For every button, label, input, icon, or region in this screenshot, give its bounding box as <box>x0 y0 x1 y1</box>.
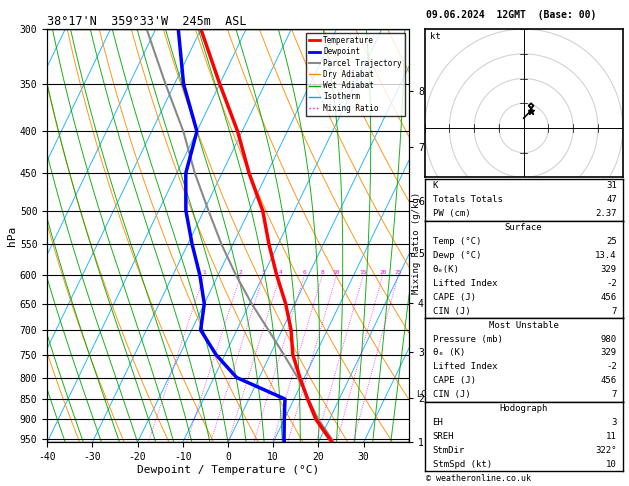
Text: 7: 7 <box>611 307 617 316</box>
Text: 31: 31 <box>606 181 617 191</box>
Text: 3: 3 <box>262 270 265 276</box>
Text: Lifted Index: Lifted Index <box>433 363 497 371</box>
Text: 11: 11 <box>606 432 617 441</box>
Text: 329: 329 <box>601 265 617 274</box>
Text: LCL: LCL <box>416 390 431 399</box>
Text: CAPE (J): CAPE (J) <box>433 376 476 385</box>
Text: Hodograph: Hodograph <box>499 404 548 413</box>
Text: Pressure (mb): Pressure (mb) <box>433 334 503 344</box>
Text: Lifted Index: Lifted Index <box>433 279 497 288</box>
Text: CIN (J): CIN (J) <box>433 307 470 316</box>
Text: 20: 20 <box>379 270 386 276</box>
Text: PW (cm): PW (cm) <box>433 209 470 218</box>
Text: 2.37: 2.37 <box>595 209 617 218</box>
Text: 980: 980 <box>601 334 617 344</box>
Text: StmSpd (kt): StmSpd (kt) <box>433 460 492 469</box>
Text: © weatheronline.co.uk: © weatheronline.co.uk <box>426 474 532 483</box>
Text: 25: 25 <box>394 270 402 276</box>
Text: -2: -2 <box>606 279 617 288</box>
Text: SREH: SREH <box>433 432 454 441</box>
Text: CIN (J): CIN (J) <box>433 390 470 399</box>
Text: -2: -2 <box>606 363 617 371</box>
Legend: Temperature, Dewpoint, Parcel Trajectory, Dry Adiabat, Wet Adiabat, Isotherm, Mi: Temperature, Dewpoint, Parcel Trajectory… <box>306 33 405 116</box>
Text: 322°: 322° <box>595 446 617 455</box>
Text: 6: 6 <box>303 270 306 276</box>
Text: Dewp (°C): Dewp (°C) <box>433 251 481 260</box>
Text: 456: 456 <box>601 376 617 385</box>
Text: 47: 47 <box>606 195 617 204</box>
Text: θₑ (K): θₑ (K) <box>433 348 465 358</box>
Text: CAPE (J): CAPE (J) <box>433 293 476 302</box>
Text: 10: 10 <box>606 460 617 469</box>
Text: Temp (°C): Temp (°C) <box>433 237 481 246</box>
Text: Totals Totals: Totals Totals <box>433 195 503 204</box>
Text: Surface: Surface <box>505 223 542 232</box>
Text: EH: EH <box>433 418 443 427</box>
Text: Mixing Ratio (g/kg): Mixing Ratio (g/kg) <box>412 192 421 294</box>
Text: 2: 2 <box>239 270 243 276</box>
Text: 09.06.2024  12GMT  (Base: 00): 09.06.2024 12GMT (Base: 00) <box>426 11 597 20</box>
Text: 8: 8 <box>320 270 324 276</box>
Text: Most Unstable: Most Unstable <box>489 321 559 330</box>
Text: 13.4: 13.4 <box>595 251 617 260</box>
Text: kt: kt <box>430 32 440 41</box>
Y-axis label: km
ASL: km ASL <box>440 236 457 257</box>
Text: 329: 329 <box>601 348 617 358</box>
X-axis label: Dewpoint / Temperature (°C): Dewpoint / Temperature (°C) <box>137 465 319 475</box>
Text: 7: 7 <box>611 390 617 399</box>
Text: 10: 10 <box>333 270 340 276</box>
Text: 456: 456 <box>601 293 617 302</box>
Text: 15: 15 <box>359 270 367 276</box>
Text: 1: 1 <box>203 270 206 276</box>
Text: 25: 25 <box>606 237 617 246</box>
Text: StmDir: StmDir <box>433 446 465 455</box>
Text: 3: 3 <box>611 418 617 427</box>
Text: K: K <box>433 181 438 191</box>
Y-axis label: hPa: hPa <box>7 226 17 246</box>
Text: θₑ(K): θₑ(K) <box>433 265 459 274</box>
Text: 38°17'N  359°33'W  245m  ASL: 38°17'N 359°33'W 245m ASL <box>47 15 247 28</box>
Text: 4: 4 <box>278 270 282 276</box>
